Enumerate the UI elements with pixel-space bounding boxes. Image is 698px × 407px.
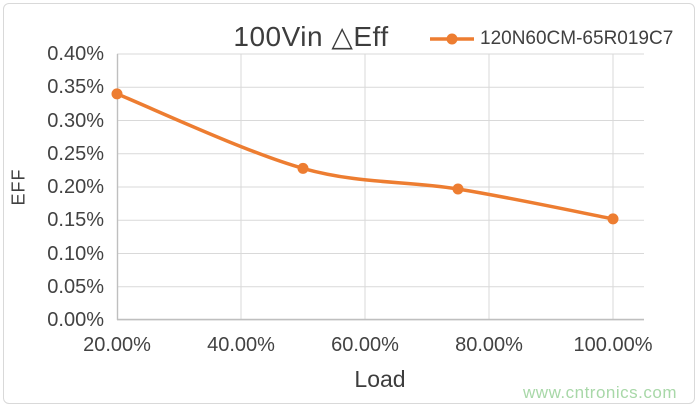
y-tick-label: 0.40%	[47, 43, 104, 65]
y-tick-label: 0.05%	[47, 275, 104, 298]
x-tick-label: 60.00%	[331, 334, 399, 356]
legend: 120N60CM-65R019C7	[428, 28, 673, 50]
y-tick-label: 0.15%	[47, 209, 104, 232]
y-axis-title: EFF	[8, 168, 29, 206]
data-point-marker	[607, 213, 619, 225]
watermark: www.cntronics.com	[523, 383, 677, 402]
legend-line-marker-icon	[430, 33, 474, 45]
data-point-marker	[297, 162, 309, 174]
y-tick-label: 0.00%	[47, 309, 104, 331]
legend-series-label: 120N60CM-65R019C7	[480, 28, 674, 49]
y-tick-label: 0.30%	[47, 109, 104, 132]
x-tick-label: 100.00%	[573, 334, 653, 356]
data-point-marker	[452, 183, 464, 195]
series-line	[115, 92, 615, 221]
chart-panel	[3, 3, 695, 404]
y-tick-label: 0.20%	[47, 176, 104, 198]
plot-area	[111, 53, 644, 321]
x-tick-label: 40.00%	[207, 334, 275, 356]
x-tick-label: 20.00%	[83, 334, 151, 356]
y-tick-label: 0.25%	[47, 142, 104, 165]
x-tick-label: 80.00%	[455, 334, 523, 356]
chart-title: 100Vin △Eff	[233, 21, 389, 52]
y-tick-label: 0.10%	[47, 242, 104, 265]
data-point-marker	[111, 88, 123, 100]
y-tick-label: 0.35%	[47, 76, 104, 99]
x-axis-title: Load	[354, 366, 406, 392]
